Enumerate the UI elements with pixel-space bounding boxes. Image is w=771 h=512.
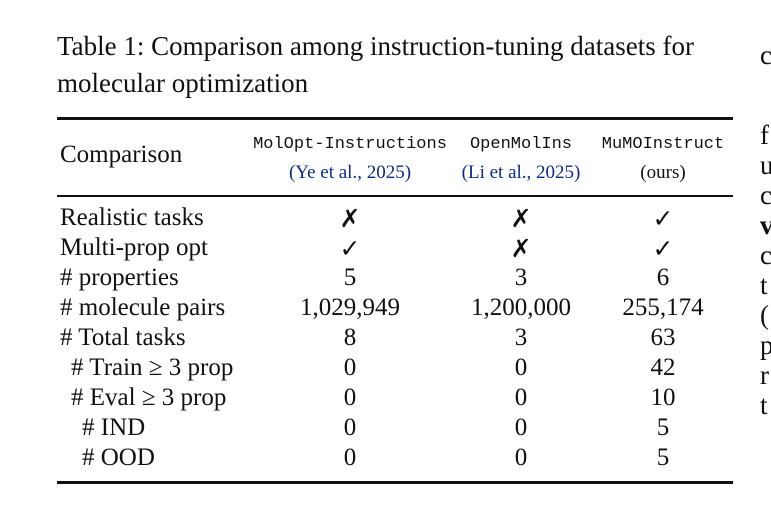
- table-cell: 0: [514, 444, 528, 471]
- column-header-3: MuMOInstruct (ours): [595, 135, 731, 184]
- table-row: # molecule pairs 1,029,949 1,200,000 255,17…: [57, 293, 733, 323]
- column-name: OpenMolIns: [469, 135, 573, 154]
- table-cell: 3: [514, 324, 528, 351]
- margin-fragment: (: [760, 300, 769, 330]
- table-cell: 6: [656, 264, 670, 291]
- table-cell: 5: [656, 414, 670, 441]
- table-row: Realistic tasks ✗ ✗ ✓: [57, 203, 733, 233]
- margin-fragment: r: [760, 360, 769, 390]
- margin-fragment: v: [760, 210, 771, 240]
- table-cell: 5: [656, 444, 670, 471]
- table-cell: 8: [343, 324, 357, 351]
- check-icon: ✓: [339, 233, 361, 263]
- table-cell: 0: [343, 414, 357, 441]
- table-cell: 1,029,949: [300, 294, 400, 321]
- check-icon: ✓: [652, 233, 674, 263]
- column-header-1: MolOpt-Instructions (Ye et al., 2025): [240, 135, 460, 184]
- row-label: # molecule pairs: [60, 294, 226, 321]
- table-row: # Total tasks 8 3 63: [57, 323, 733, 353]
- row-label: Multi-prop opt: [60, 234, 208, 261]
- table-body: Realistic tasks ✗ ✗ ✓ Multi-prop opt ✓ ✗ ✓ # pro…: [57, 197, 733, 481]
- table-caption: Table 1: Comparison among instruction-tu…: [57, 31, 694, 98]
- bottom-rule: [57, 481, 733, 484]
- row-label: # Train ≥ 3 prop: [71, 354, 234, 381]
- margin-fragment: f: [760, 120, 769, 150]
- table-cell: 3: [514, 264, 528, 291]
- column-name: MuMOInstruct: [601, 135, 725, 154]
- cross-icon: ✗: [339, 203, 361, 233]
- table-row: # OOD 0 0 5: [57, 443, 733, 473]
- cross-icon: ✗: [510, 203, 532, 233]
- table-cell: 0: [343, 384, 357, 411]
- column-citation: (ours): [640, 162, 686, 183]
- margin-fragment: p: [760, 330, 771, 360]
- citation-link[interactable]: (Li et al., 2025): [461, 162, 581, 183]
- table-row: # Train ≥ 3 prop 0 0 42: [57, 353, 733, 383]
- margin-fragment: u: [760, 150, 771, 180]
- top-rule: [57, 117, 733, 120]
- table-cell: 0: [514, 384, 528, 411]
- column-header-2: OpenMolIns (Li et al., 2025): [455, 135, 587, 184]
- table-cell: 0: [343, 444, 357, 471]
- table-row: # IND 0 0 5: [57, 413, 733, 443]
- table-cell: 42: [650, 354, 676, 381]
- table-cell: 10: [650, 384, 676, 411]
- margin-fragment: c: [760, 240, 771, 270]
- margin-fragment: t: [760, 390, 768, 420]
- check-icon: ✓: [652, 203, 674, 233]
- table-cell: 63: [650, 324, 676, 351]
- table-cell: 5: [343, 264, 357, 291]
- column-name: MolOpt-Instructions: [253, 135, 447, 154]
- table-cell: 0: [514, 354, 528, 381]
- table-row: Multi-prop opt ✓ ✗ ✓: [57, 233, 733, 263]
- table-row: # properties 5 3 6: [57, 263, 733, 293]
- table-cell: 1,200,000: [471, 294, 571, 321]
- row-label: # properties: [60, 264, 179, 291]
- row-label: # OOD: [82, 444, 155, 471]
- row-label: # IND: [82, 414, 146, 441]
- citation-link[interactable]: (Ye et al., 2025): [288, 162, 412, 183]
- table-cell: 0: [343, 354, 357, 381]
- header-rule: [57, 195, 733, 197]
- row-label: # Eval ≥ 3 prop: [71, 384, 227, 411]
- table-cell: 0: [514, 414, 528, 441]
- margin-fragment: c: [760, 180, 771, 210]
- cross-icon: ✗: [510, 233, 532, 263]
- corner-header: Comparison: [60, 141, 183, 168]
- margin-fragment: t: [760, 270, 768, 300]
- table-cell: 255,174: [622, 294, 704, 321]
- comparison-table: Comparison MolOpt-Instructions (Ye et al…: [57, 117, 733, 484]
- row-label: # Total tasks: [60, 324, 186, 351]
- table-row: # Eval ≥ 3 prop 0 0 10: [57, 383, 733, 413]
- row-label: Realistic tasks: [60, 204, 204, 231]
- table-header: Comparison MolOpt-Instructions (Ye et al…: [57, 120, 733, 195]
- margin-fragment: c: [760, 40, 771, 70]
